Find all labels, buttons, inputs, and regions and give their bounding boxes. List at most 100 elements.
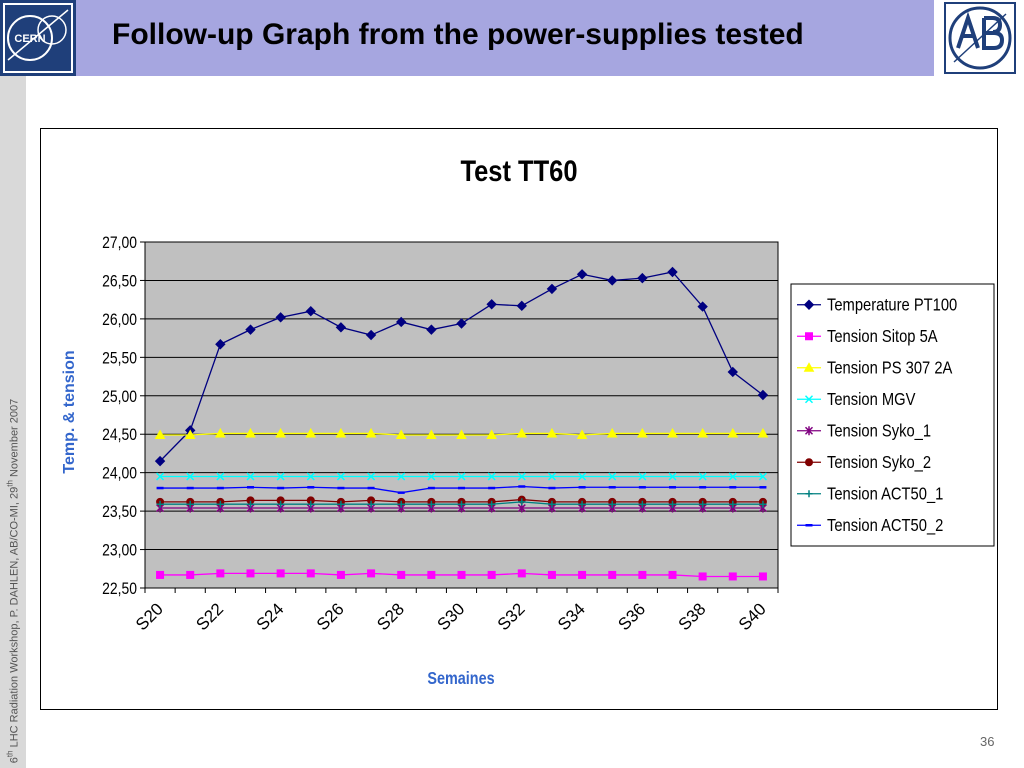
data-point xyxy=(367,569,376,578)
data-point xyxy=(307,500,315,508)
data-point xyxy=(186,570,195,579)
line-chart: Test TT60 Temp. & tension Semaines 22,50… xyxy=(61,154,995,689)
series-3 xyxy=(156,472,767,481)
data-point xyxy=(156,472,165,481)
data-point xyxy=(757,427,769,438)
y-axis-label: Temp. & tension xyxy=(61,350,78,473)
data-point xyxy=(427,472,436,481)
data-point xyxy=(486,299,497,310)
data-point xyxy=(488,500,496,508)
x-tick-label: S22 xyxy=(192,599,227,634)
data-point xyxy=(637,272,648,284)
data-point xyxy=(759,500,767,508)
data-point xyxy=(337,500,345,508)
data-point xyxy=(215,427,226,438)
data-point xyxy=(729,500,737,508)
cern-logo-text: CERN xyxy=(14,33,45,45)
data-point xyxy=(306,569,315,578)
data-point xyxy=(668,570,677,579)
y-tick-label: 24,00 xyxy=(102,464,137,483)
x-axis-label: Semaines xyxy=(427,669,494,689)
legend-swatch-marker xyxy=(804,395,814,404)
data-point xyxy=(698,572,707,581)
data-point xyxy=(697,301,708,312)
y-tick-label: 25,00 xyxy=(102,388,137,407)
y-tick-label: 23,50 xyxy=(102,503,137,522)
x-tick-label: S30 xyxy=(434,599,469,634)
data-point xyxy=(154,429,166,439)
data-point xyxy=(516,300,527,312)
legend-label: Tension ACT50_1 xyxy=(827,484,943,504)
data-point xyxy=(638,472,647,481)
cern-logo: CERN xyxy=(0,0,76,76)
data-point xyxy=(487,570,496,579)
data-point xyxy=(608,500,616,508)
data-point xyxy=(576,429,588,439)
data-point xyxy=(426,324,437,335)
data-point xyxy=(397,472,406,481)
data-point xyxy=(669,500,676,508)
x-tick-label: S32 xyxy=(494,599,529,634)
series-7 xyxy=(156,485,767,494)
legend-label: Tension Syko_2 xyxy=(827,453,931,473)
credit-mid: LHC Radiation Workshop, P. DAHLEN, AB/CO… xyxy=(8,486,21,751)
chart-title: Test TT60 xyxy=(460,154,577,187)
data-point xyxy=(518,498,526,506)
data-point xyxy=(276,569,285,578)
legend-swatch-marker xyxy=(805,332,813,341)
data-point xyxy=(186,472,195,481)
data-point xyxy=(215,339,226,350)
data-point xyxy=(758,472,767,481)
data-point xyxy=(216,500,224,508)
data-point xyxy=(546,283,558,295)
data-point xyxy=(457,472,466,481)
data-point xyxy=(275,312,286,323)
legend-swatch-marker xyxy=(803,362,815,372)
data-point xyxy=(247,500,254,508)
data-point xyxy=(608,570,617,579)
y-tick-label: 26,00 xyxy=(102,311,137,330)
credit-sup-1: th xyxy=(5,750,15,758)
credit-sup-2: th xyxy=(5,480,15,487)
x-tick-label: S20 xyxy=(132,599,167,634)
page-title: Follow-up Graph from the power-supplies … xyxy=(112,18,804,51)
legend-label: Tension Syko_1 xyxy=(827,421,931,441)
data-point xyxy=(667,427,678,438)
data-point xyxy=(578,570,587,579)
data-point xyxy=(517,472,526,481)
data-point xyxy=(757,389,769,401)
data-point xyxy=(426,429,437,439)
y-tick-label: 27,00 xyxy=(102,234,137,253)
y-tick-label: 25,50 xyxy=(102,349,137,368)
data-point xyxy=(578,500,586,508)
plot-area xyxy=(144,241,779,589)
data-point xyxy=(699,500,707,508)
data-point xyxy=(277,500,285,508)
credit-suffix: November 2007 xyxy=(8,398,21,481)
legend-swatch-marker xyxy=(805,490,813,498)
legend-box xyxy=(790,283,995,547)
data-point xyxy=(305,427,317,438)
data-point xyxy=(457,570,466,579)
legend-label: Tension PS 307 2A xyxy=(827,358,952,378)
data-point xyxy=(305,305,316,317)
data-point xyxy=(395,429,407,439)
data-point xyxy=(727,427,739,438)
data-point xyxy=(156,500,164,508)
data-point xyxy=(578,472,587,481)
x-tick-label: S34 xyxy=(554,599,589,634)
data-point xyxy=(335,322,347,333)
legend-swatch-marker xyxy=(805,458,813,467)
data-point xyxy=(608,472,617,481)
data-point xyxy=(246,472,255,481)
data-point xyxy=(638,500,646,508)
data-point xyxy=(365,427,377,438)
data-point xyxy=(458,500,465,508)
data-point xyxy=(638,570,647,579)
credit-prefix: 6 xyxy=(8,757,21,764)
sidebar-strip: 6th LHC Radiation Workshop, P. DAHLEN, A… xyxy=(0,76,26,768)
data-point xyxy=(396,316,407,328)
legend-swatch-marker xyxy=(804,426,814,436)
data-point xyxy=(246,569,255,578)
series-2 xyxy=(154,427,769,439)
